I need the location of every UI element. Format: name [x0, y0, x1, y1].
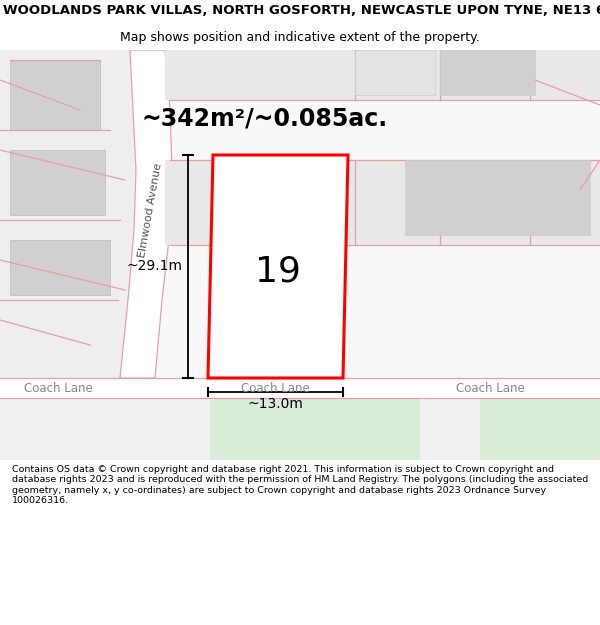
- Polygon shape: [165, 50, 600, 100]
- Polygon shape: [210, 398, 420, 460]
- Text: Map shows position and indicative extent of the property.: Map shows position and indicative extent…: [120, 31, 480, 44]
- Polygon shape: [10, 60, 100, 130]
- Polygon shape: [405, 160, 590, 235]
- Polygon shape: [10, 150, 105, 215]
- Polygon shape: [208, 155, 348, 378]
- Polygon shape: [10, 240, 110, 295]
- Text: ~13.0m: ~13.0m: [248, 397, 304, 411]
- Text: Elmwood Avenue: Elmwood Avenue: [137, 162, 163, 258]
- Text: Coach Lane: Coach Lane: [241, 381, 310, 394]
- Text: ~342m²/~0.085ac.: ~342m²/~0.085ac.: [142, 106, 388, 130]
- Text: Contains OS data © Crown copyright and database right 2021. This information is : Contains OS data © Crown copyright and d…: [12, 465, 588, 505]
- Polygon shape: [155, 50, 600, 378]
- Text: ~29.1m: ~29.1m: [126, 259, 182, 274]
- Polygon shape: [440, 50, 535, 95]
- Text: 19, WOODLANDS PARK VILLAS, NORTH GOSFORTH, NEWCASTLE UPON TYNE, NE13 6PR: 19, WOODLANDS PARK VILLAS, NORTH GOSFORT…: [0, 4, 600, 16]
- Polygon shape: [165, 160, 600, 245]
- Text: Coach Lane: Coach Lane: [455, 381, 524, 394]
- Polygon shape: [355, 50, 435, 95]
- Text: 19: 19: [255, 255, 301, 289]
- Text: Coach Lane: Coach Lane: [23, 381, 92, 394]
- Polygon shape: [0, 50, 600, 460]
- Polygon shape: [480, 398, 600, 460]
- Polygon shape: [0, 50, 136, 378]
- Polygon shape: [120, 50, 172, 378]
